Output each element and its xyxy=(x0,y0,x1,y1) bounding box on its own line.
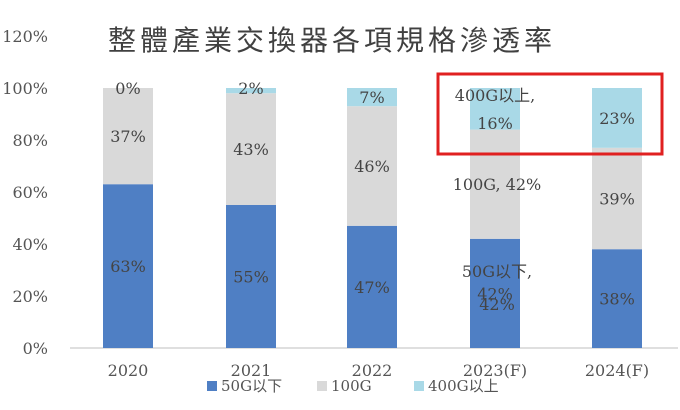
data-label: 43% xyxy=(233,140,269,159)
x-category-label: 2021 xyxy=(231,361,272,380)
chart-title: 整體產業交換器各項規格滲透率 xyxy=(108,24,556,57)
annotation-label: 50G以下, xyxy=(462,262,532,281)
legend-swatch xyxy=(207,381,217,391)
bar-segment xyxy=(103,184,153,348)
data-label: 38% xyxy=(599,290,635,309)
x-category-label: 2023(F) xyxy=(463,361,527,380)
y-tick-label: 20% xyxy=(12,287,48,306)
bar-segment xyxy=(347,88,397,107)
data-label: 63% xyxy=(110,257,146,276)
y-tick-label: 120% xyxy=(2,27,48,46)
data-label: 2% xyxy=(238,79,263,98)
bar-segment xyxy=(226,205,276,348)
data-label: 55% xyxy=(233,268,269,287)
data-label: 0% xyxy=(115,79,140,98)
bar-segment xyxy=(470,129,520,239)
legend: 50G以下 100G 400G以上 xyxy=(207,377,499,395)
x-category-label: 2022 xyxy=(352,361,393,380)
y-tick-label: 80% xyxy=(12,131,48,150)
legend-label: 50G以下 xyxy=(221,377,282,395)
bar-segment xyxy=(592,88,642,148)
data-label: 42% xyxy=(477,284,513,303)
bar-segment xyxy=(347,225,397,348)
highlight-box xyxy=(436,72,664,156)
data-label: 39% xyxy=(599,190,635,209)
x-axis-categories: 2020 2021 2022 2023(F) 2024(F) xyxy=(108,361,650,380)
legend-label: 400G以上 xyxy=(428,377,499,395)
data-labels: 63% 37% 0% 55% 43% 2% 47% 46% 7% 42% 38% 39% 23% 50G以… xyxy=(110,79,635,314)
data-label: 46% xyxy=(354,157,390,176)
bar-segment xyxy=(592,147,642,250)
legend-label: 100G xyxy=(331,377,372,395)
bar-segment xyxy=(470,238,520,348)
annotation-label: 16% xyxy=(477,114,513,133)
x-category-label: 2024(F) xyxy=(585,361,649,380)
y-tick-label: 0% xyxy=(23,339,48,358)
y-tick-label: 60% xyxy=(12,183,48,202)
annotation-label: 400G以上, xyxy=(455,86,535,105)
data-label: 37% xyxy=(110,127,146,146)
legend-swatch xyxy=(317,381,327,391)
bar-segment xyxy=(470,88,520,130)
data-label: 7% xyxy=(359,88,384,107)
bar-segment xyxy=(226,88,276,94)
legend-swatch xyxy=(414,381,424,391)
x-category-label: 2020 xyxy=(108,361,149,380)
annotation-label: 42% xyxy=(479,295,515,314)
annotation-label: 100G, 42% xyxy=(453,175,541,194)
y-tick-label: 40% xyxy=(12,235,48,254)
bars xyxy=(103,88,642,348)
bar-segment xyxy=(347,106,397,226)
bar-segment xyxy=(226,93,276,205)
data-label: 47% xyxy=(354,278,390,297)
bar-segment xyxy=(592,249,642,348)
data-label: 23% xyxy=(599,109,635,128)
y-axis: 0% 20% 40% 60% 80% 100% 120% xyxy=(2,27,48,358)
y-tick-label: 100% xyxy=(2,79,48,98)
bar-segment xyxy=(103,88,153,185)
